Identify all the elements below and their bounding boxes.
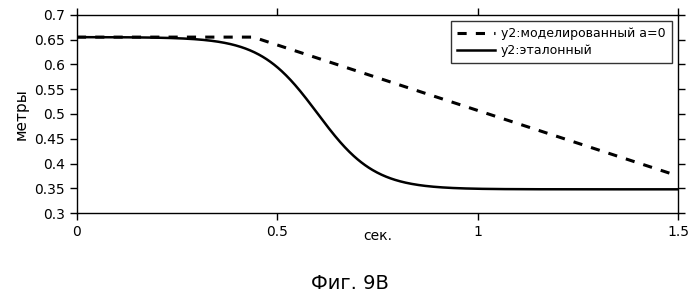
y2:моделированный a=0 (528, 127, 537, 130)
Text: Фиг. 9В: Фиг. 9В (310, 274, 389, 293)
Line: y2:эталонный: y2:эталонный (77, 37, 678, 189)
y2:моделированный a=0 (674, 174, 682, 178)
y2:моделированный a=0 (438, 97, 446, 101)
Line: y2:моделированный a=0: y2:моделированный a=0 (77, 37, 678, 176)
y2:эталонный (528, 187, 537, 191)
y2:моделированный a=0 (73, 35, 81, 39)
y2:эталонный (110, 36, 118, 39)
y2:эталонный (73, 35, 81, 39)
y2:моделированный a=0 (456, 103, 464, 106)
y2:моделированный a=0 (591, 147, 599, 150)
y2:моделированный a=0 (421, 92, 430, 95)
y2:эталонный (421, 184, 430, 188)
Y-axis label: метры: метры (14, 88, 29, 140)
Text: сек.: сек. (363, 229, 392, 243)
y2:моделированный a=0 (110, 35, 118, 39)
y2:эталонный (591, 188, 599, 191)
y2:эталонный (674, 188, 682, 191)
Legend: y2:моделированный a=0, y2:эталонный: y2:моделированный a=0, y2:эталонный (451, 21, 672, 63)
y2:эталонный (438, 186, 446, 189)
y2:эталонный (456, 186, 464, 190)
